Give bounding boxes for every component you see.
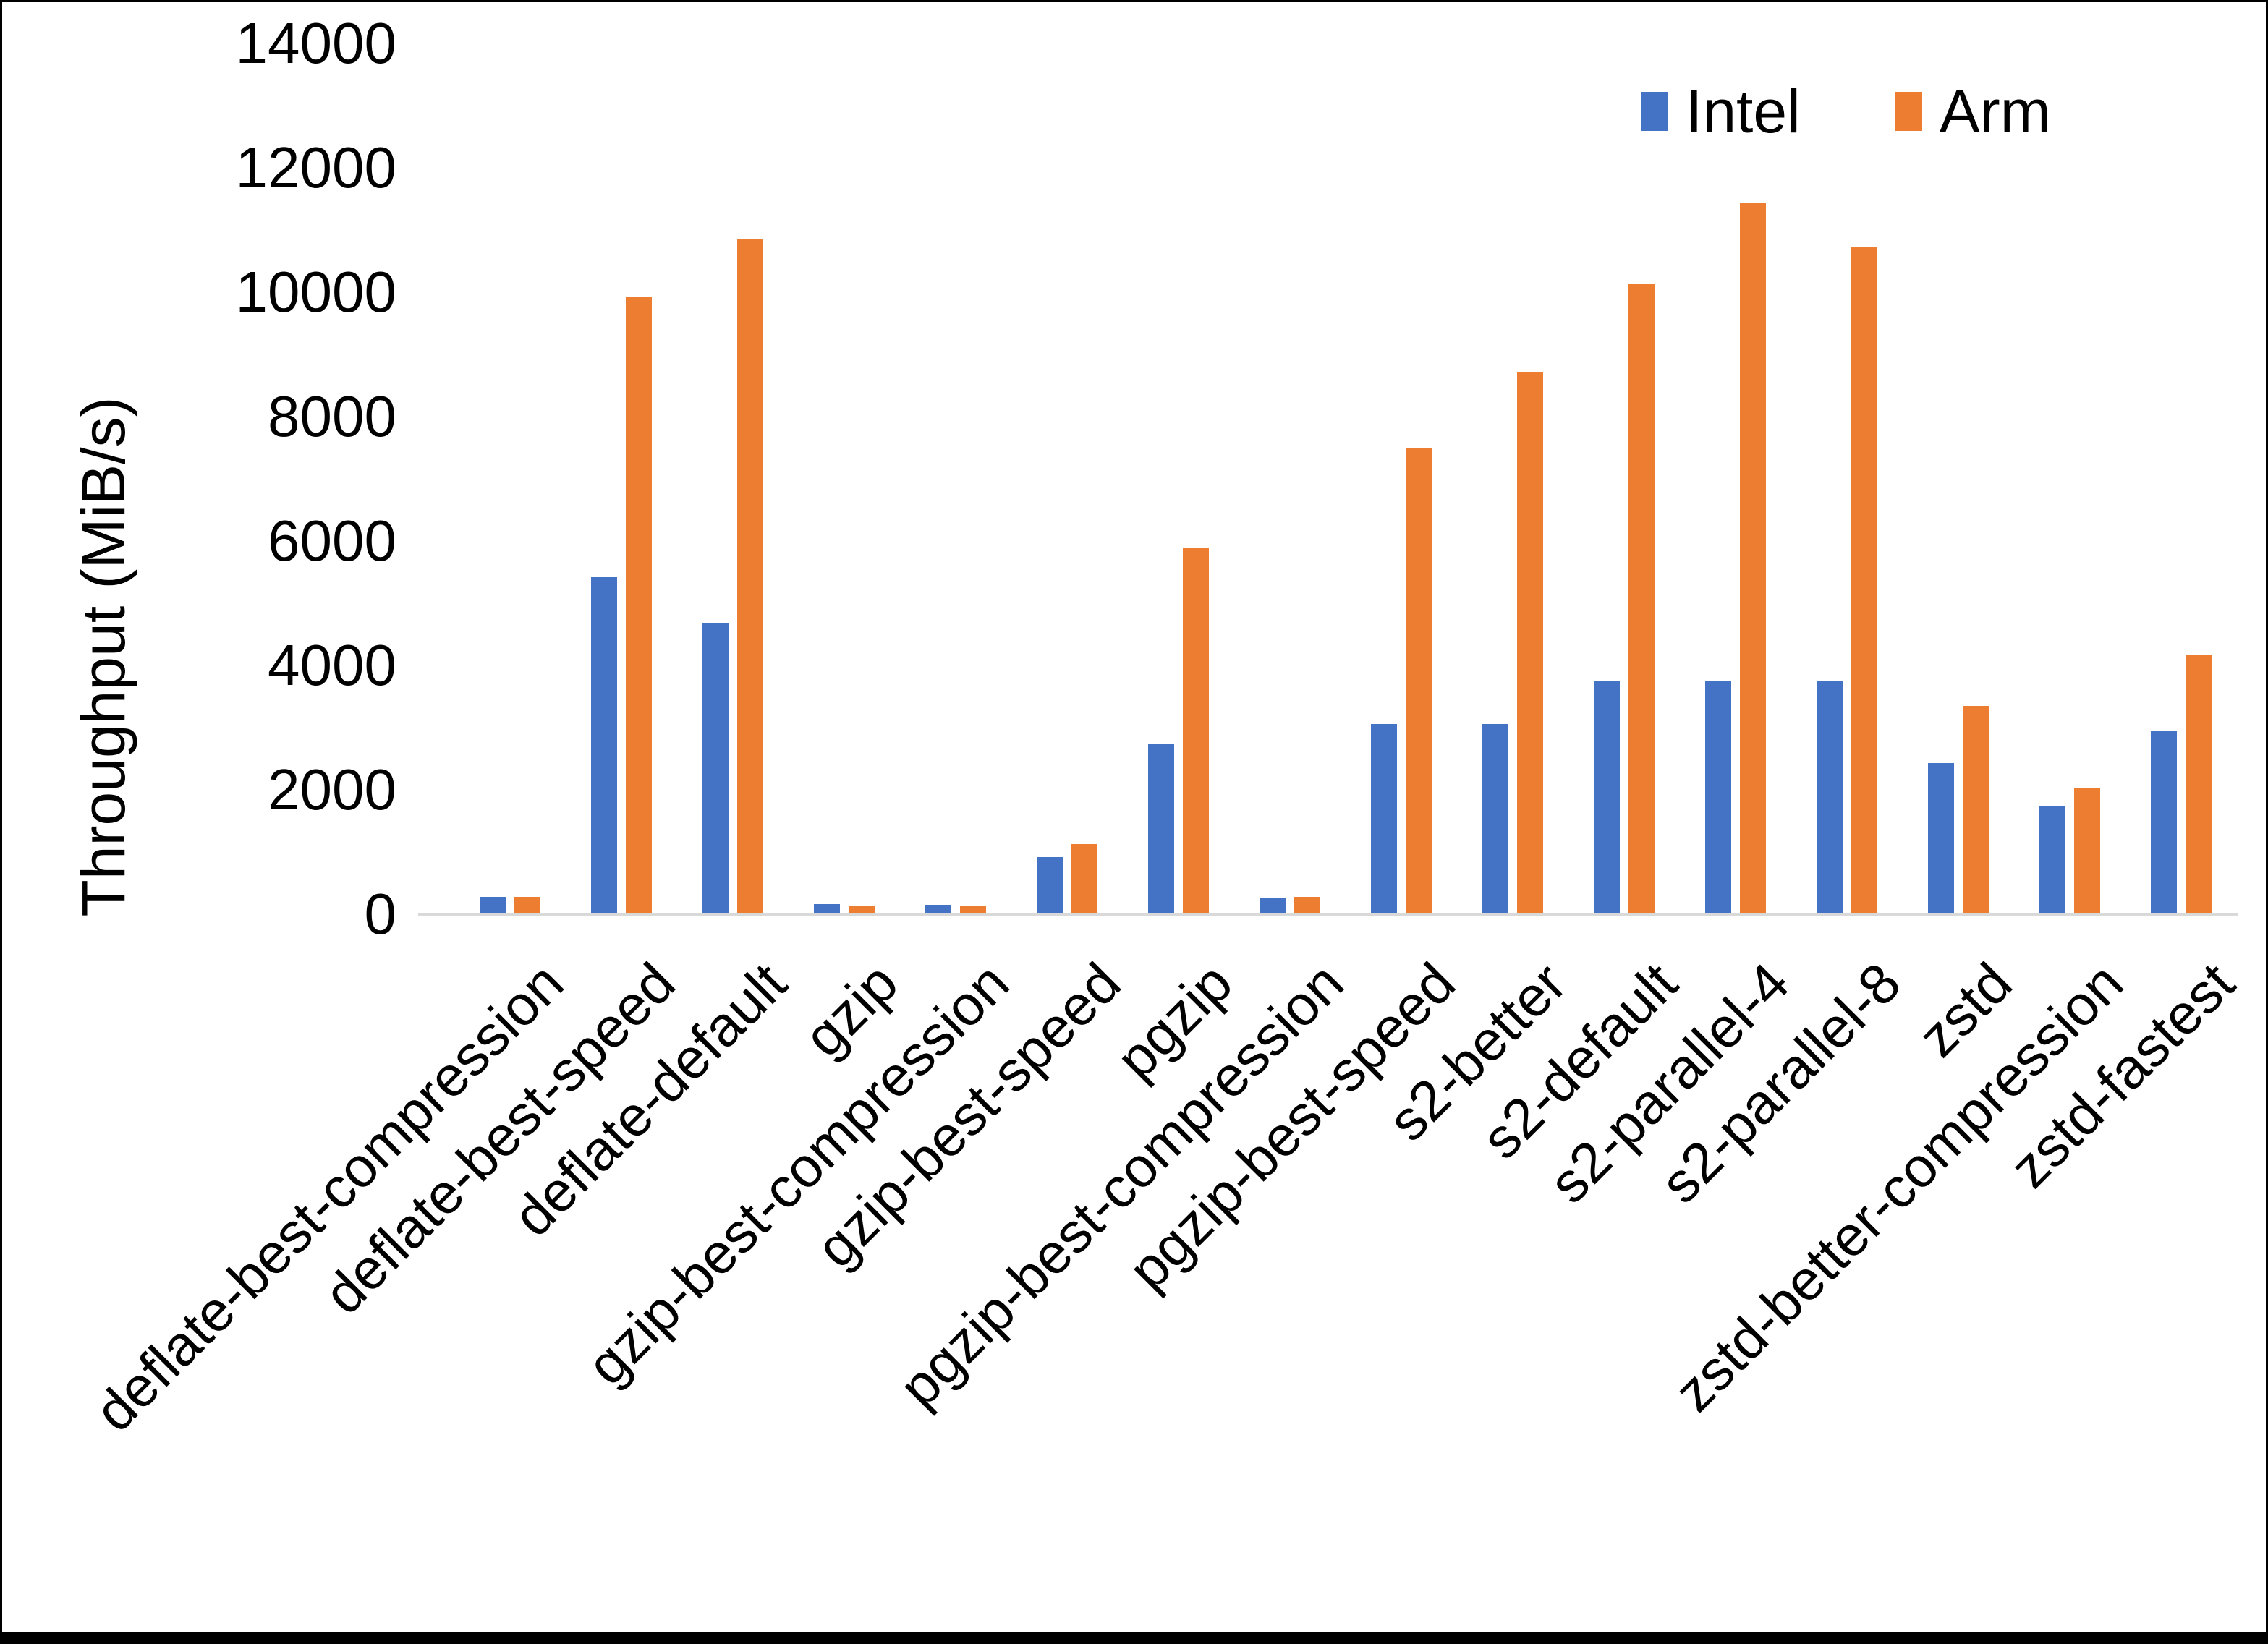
bar-arm-zstd <box>1963 706 1989 913</box>
bar-arm-s2-parallel-4 <box>1740 203 1766 913</box>
y-tick-label-10000: 10000 <box>235 260 396 324</box>
y-tick-label-6000: 6000 <box>268 508 396 573</box>
intel-swatch-icon <box>1641 92 1668 131</box>
x-axis-line <box>418 913 2238 916</box>
x-category-label-deflate-best-compression: deflate-best-compression <box>82 950 576 1444</box>
bar-arm-gzip-best-speed <box>1071 844 1097 913</box>
bar-intel-s2-parallel-4 <box>1705 681 1731 913</box>
window-bottom-border <box>2 1632 2266 1642</box>
bar-intel-s2-parallel-8 <box>1817 681 1843 913</box>
bar-arm-deflate-default <box>737 239 763 913</box>
bar-arm-deflate-best-speed <box>626 297 652 913</box>
y-tick-label-0: 0 <box>364 882 397 946</box>
bar-intel-s2-better <box>1482 724 1508 913</box>
arm-swatch-icon <box>1894 92 1922 131</box>
legend-item-arm: Arm <box>1894 77 2051 146</box>
y-tick-label-14000: 14000 <box>235 11 396 75</box>
bar-arm-s2-better <box>1517 372 1543 913</box>
bar-intel-zstd-fastest <box>2151 731 2177 913</box>
y-tick-label-8000: 8000 <box>268 384 396 448</box>
y-tick-label-4000: 4000 <box>268 633 396 697</box>
bar-arm-s2-default <box>1628 284 1655 913</box>
bar-intel-deflate-best-compression <box>480 897 506 913</box>
y-tick-label-12000: 12000 <box>235 135 396 200</box>
legend-item-intel: Intel <box>1641 77 1801 146</box>
legend-label-arm: Arm <box>1939 77 2051 145</box>
bar-arm-pgzip <box>1183 548 1209 913</box>
bar-intel-pgzip <box>1148 744 1174 913</box>
bar-intel-zstd-better-compression <box>2039 806 2065 913</box>
bar-intel-zstd <box>1928 763 1954 913</box>
bar-arm-gzip-best-compression <box>960 906 986 913</box>
legend-label-intel: Intel <box>1686 77 1801 145</box>
y-tick-label-2000: 2000 <box>268 757 396 822</box>
bar-arm-pgzip-best-compression <box>1294 897 1320 913</box>
bar-arm-s2-parallel-8 <box>1851 247 1877 913</box>
bar-intel-deflate-default <box>702 623 729 913</box>
bar-arm-gzip <box>849 906 875 913</box>
bar-arm-zstd-fastest <box>2186 655 2212 913</box>
bar-intel-deflate-best-speed <box>591 577 617 913</box>
bar-intel-s2-default <box>1594 681 1620 913</box>
bar-intel-gzip-best-speed <box>1037 857 1063 913</box>
bar-intel-pgzip-best-speed <box>1371 724 1397 913</box>
bar-intel-gzip <box>814 904 840 913</box>
bar-arm-deflate-best-compression <box>514 897 540 913</box>
bar-intel-pgzip-best-compression <box>1260 898 1286 913</box>
legend: Intel Arm <box>1641 77 2051 146</box>
bar-arm-zstd-better-compression <box>2074 788 2100 913</box>
bar-intel-gzip-best-compression <box>925 905 951 913</box>
bar-arm-pgzip-best-speed <box>1406 448 1432 913</box>
